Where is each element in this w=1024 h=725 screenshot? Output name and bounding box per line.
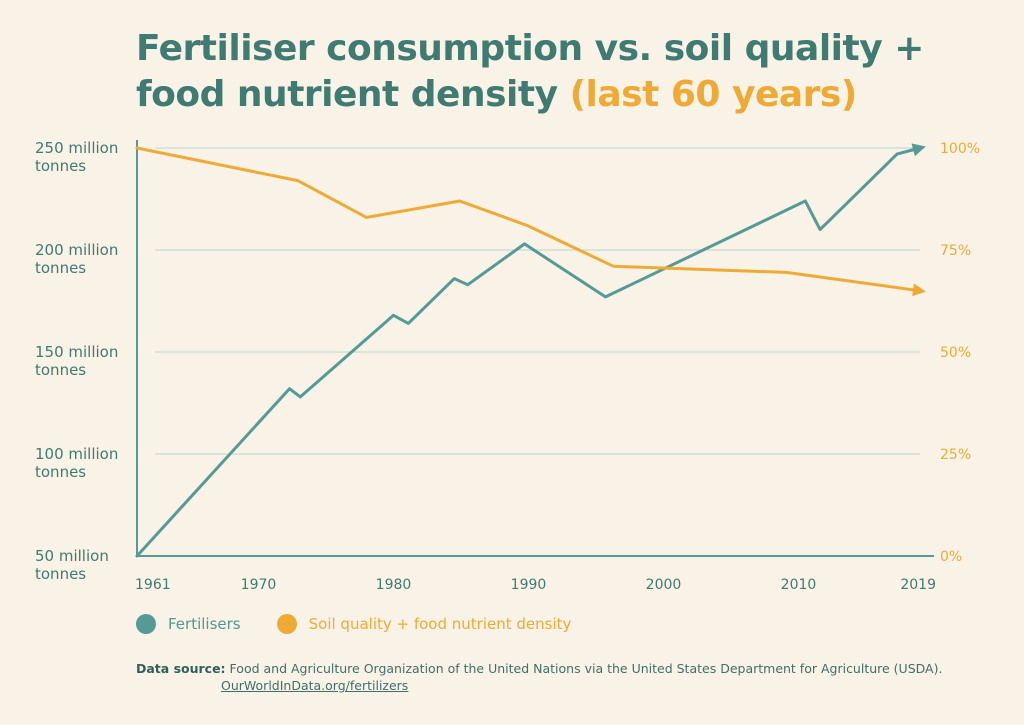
series-line-fertilisers bbox=[135, 146, 922, 558]
left-tick-label-line1: 250 million bbox=[35, 139, 118, 157]
legend-item-fertilisers: Fertilisers bbox=[136, 614, 241, 634]
x-tick-label: 1990 bbox=[511, 577, 547, 593]
left-tick-label-line1: 100 million bbox=[35, 445, 118, 463]
x-tick-label: 2000 bbox=[646, 577, 682, 593]
data-source-label: Data source: bbox=[136, 661, 226, 676]
right-tick-label: 100% bbox=[940, 141, 980, 157]
left-tick-label-line2: tonnes bbox=[35, 259, 86, 277]
x-tick-label: 2019 bbox=[900, 577, 936, 593]
data-source: Data source: Food and Agriculture Organi… bbox=[136, 660, 996, 694]
legend-dot-fertilisers bbox=[136, 614, 156, 634]
x-tick-label: 1961 bbox=[135, 577, 171, 593]
left-tick-label-line2: tonnes bbox=[35, 157, 86, 175]
left-tick-label: 50 million tonnes bbox=[35, 547, 109, 583]
left-tick-label: 250 million tonnes bbox=[35, 139, 118, 175]
left-tick-label-line2: tonnes bbox=[35, 565, 86, 583]
left-tick-label-line1: 150 million bbox=[35, 343, 118, 361]
legend-dot-soil bbox=[276, 614, 297, 634]
axes bbox=[136, 140, 934, 557]
arrowhead-soil bbox=[912, 283, 926, 297]
data-source-link[interactable]: OurWorldInData.org/fertilizers bbox=[221, 678, 409, 693]
right-tick-label: 25% bbox=[940, 447, 971, 463]
chart-title: Fertiliser consumption vs. soil quality … bbox=[136, 26, 996, 118]
left-tick-label: 100 million tonnes bbox=[35, 445, 118, 481]
x-tick-label: 1980 bbox=[376, 577, 412, 593]
x-tick-label: 2010 bbox=[781, 577, 817, 593]
series-lines bbox=[135, 143, 926, 558]
data-source-text: Food and Agriculture Organization of the… bbox=[229, 661, 943, 676]
grid-lines bbox=[155, 147, 920, 455]
legend-label-soil: Soil quality + food nutrient density bbox=[308, 615, 572, 633]
right-tick-label: 75% bbox=[940, 243, 971, 259]
chart-title-accent: (last 60 years) bbox=[569, 74, 858, 115]
arrowhead-fertilisers bbox=[911, 143, 926, 157]
series-line-soil bbox=[135, 146, 922, 293]
x-axis-ticks: 1961 1970 1980 1990 2000 2010 2019 bbox=[135, 577, 936, 593]
legend-item-soil: Soil quality + food nutrient density bbox=[276, 614, 572, 634]
left-tick-label-line2: tonnes bbox=[35, 463, 86, 481]
left-tick-label-line2: tonnes bbox=[35, 361, 86, 379]
left-tick-label: 150 million tonnes bbox=[35, 343, 118, 379]
legend-label-fertilisers: Fertilisers bbox=[168, 615, 241, 633]
right-axis-ticks: 100% 75% 50% 25% 0% bbox=[940, 141, 980, 565]
chart-title-main: Fertiliser consumption vs. soil quality … bbox=[136, 28, 924, 115]
legend: Fertilisers Soil quality + food nutrient… bbox=[136, 614, 607, 634]
right-tick-label: 50% bbox=[940, 345, 971, 361]
left-tick-label-line1: 50 million bbox=[35, 547, 109, 565]
left-tick-label: 200 million tonnes bbox=[35, 241, 118, 277]
right-tick-label: 0% bbox=[940, 549, 962, 565]
left-tick-label-line1: 200 million bbox=[35, 241, 118, 259]
x-tick-label: 1970 bbox=[241, 577, 277, 593]
